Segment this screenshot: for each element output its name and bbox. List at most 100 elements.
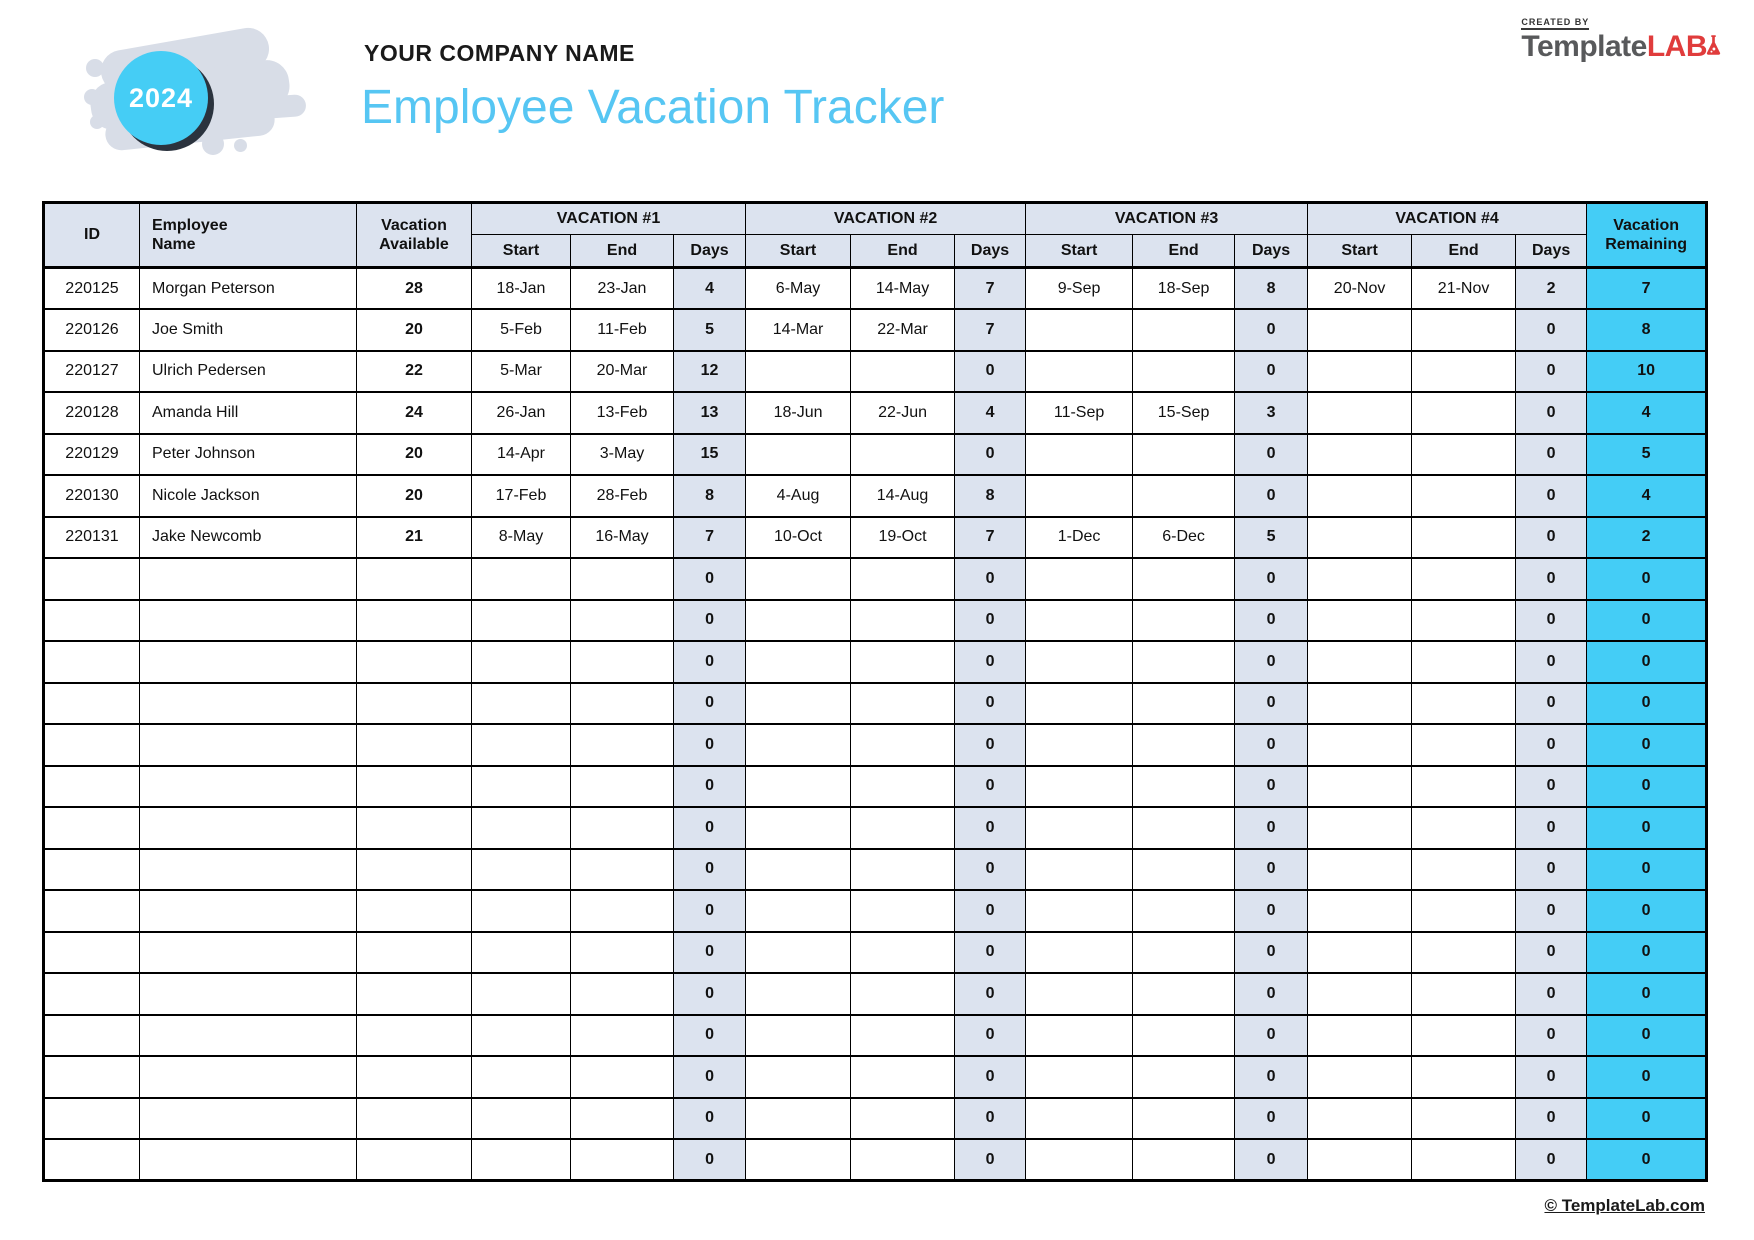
cell-v2-end <box>850 1014 956 1057</box>
header-employee-name: Employee Name <box>139 202 357 269</box>
cell-vacation-remaining: 8 <box>1586 308 1708 352</box>
header-vacation-1: VACATION #1 <box>470 202 747 235</box>
header-vacation-4: VACATION #4 <box>1307 202 1588 235</box>
page-title: Employee Vacation Tracker <box>361 81 945 134</box>
flask-icon <box>1706 35 1721 55</box>
cell-v4-end <box>1411 972 1517 1016</box>
cell-v1-days: 4 <box>672 267 747 310</box>
cell-v4-end <box>1411 931 1517 974</box>
cell-v3-end <box>1132 972 1236 1016</box>
cell-v1-start <box>471 889 571 933</box>
header-v2-start: Start <box>745 234 852 269</box>
cell-vacation-remaining: 0 <box>1586 889 1708 933</box>
cell-v4-end <box>1411 806 1517 850</box>
cell-v1-start <box>471 806 571 850</box>
cell-v3-end <box>1132 474 1236 518</box>
cell-v2-start: 18-Jun <box>745 391 852 435</box>
cell-v2-end <box>850 972 956 1016</box>
cell-v4-start <box>1307 474 1413 518</box>
brand-lab-text: LAB <box>1647 30 1721 63</box>
cell-id: 220130 <box>43 474 140 518</box>
cell-v1-days: 13 <box>672 391 747 435</box>
cell-v2-start <box>745 433 852 476</box>
cell-v4-start <box>1307 640 1413 684</box>
cell-v2-days: 0 <box>954 433 1027 476</box>
cell-v1-end <box>570 599 674 642</box>
cell-v1-start <box>471 765 571 808</box>
cell-v3-end <box>1132 1014 1236 1057</box>
cell-v4-end <box>1411 516 1517 559</box>
cell-v3-start <box>1025 972 1134 1016</box>
cell-v1-days: 8 <box>672 474 747 518</box>
cell-employee-name <box>139 599 357 642</box>
cell-v1-end <box>570 640 674 684</box>
cell-v2-start <box>745 557 852 601</box>
cell-v2-start <box>745 806 852 850</box>
cell-v2-days: 0 <box>954 889 1027 933</box>
cell-v2-days: 4 <box>954 391 1027 435</box>
header-sub-row: Start End Days Start End Days Start End … <box>44 234 1707 269</box>
cell-v4-start <box>1307 516 1413 559</box>
cell-v2-days: 0 <box>954 640 1027 684</box>
cell-vacation-remaining: 10 <box>1586 350 1708 393</box>
templatelab-credit-link[interactable]: © TemplateLab.com <box>1544 1196 1705 1215</box>
cell-employee-name <box>139 765 357 808</box>
cell-v4-days: 2 <box>1515 267 1588 310</box>
cell-v3-end <box>1132 1097 1236 1140</box>
cell-employee-name <box>139 640 357 684</box>
cell-vacation-remaining: 7 <box>1586 267 1708 310</box>
cell-v4-start <box>1307 806 1413 850</box>
company-name: YOUR COMPANY NAME <box>364 40 635 66</box>
cell-v3-end <box>1132 308 1236 352</box>
cell-id <box>43 931 140 974</box>
cell-vacation-available: 20 <box>356 474 472 518</box>
cell-v3-end: 15-Sep <box>1132 391 1236 435</box>
cell-v2-start <box>745 1014 852 1057</box>
cell-v4-days: 0 <box>1515 723 1588 767</box>
cell-v3-start <box>1025 474 1134 518</box>
cell-employee-name: Ulrich Pedersen <box>139 350 357 393</box>
header-v4-start: Start <box>1307 234 1413 269</box>
cell-v2-days: 8 <box>954 474 1027 518</box>
cell-id <box>43 806 140 850</box>
cell-vacation-available <box>356 1097 472 1140</box>
cell-v4-start <box>1307 350 1413 393</box>
created-by-label: CREATED BY <box>1521 17 1590 30</box>
logo-dot <box>86 59 104 77</box>
cell-id <box>43 557 140 601</box>
cell-v1-start: 5-Feb <box>471 308 571 352</box>
cell-id <box>43 723 140 767</box>
cell-v4-days: 0 <box>1515 1055 1588 1099</box>
cell-v4-end <box>1411 599 1517 642</box>
cell-v1-start <box>471 972 571 1016</box>
cell-v3-end <box>1132 765 1236 808</box>
cell-v1-end <box>570 765 674 808</box>
cell-v1-start <box>471 682 571 725</box>
cell-v1-end <box>570 557 674 601</box>
cell-v1-start: 14-Apr <box>471 433 571 476</box>
cell-vacation-available <box>356 1014 472 1057</box>
cell-v2-end: 22-Jun <box>850 391 956 435</box>
cell-v2-days: 0 <box>954 1138 1027 1182</box>
header-group-row: ID Employee Name Vacation Available VACA… <box>43 202 1708 269</box>
cell-v2-days: 0 <box>954 599 1027 642</box>
cell-v2-end <box>850 1097 956 1140</box>
table-row: 220125 Morgan Peterson 28 18-Jan 23-Jan 4 6-Ma… <box>43 267 1708 310</box>
header-vacation-2: VACATION #2 <box>745 202 1027 235</box>
cell-v4-start <box>1307 1138 1413 1182</box>
cell-v2-end <box>850 889 956 933</box>
cell-v2-end: 14-May <box>850 267 956 310</box>
cell-v3-start <box>1025 806 1134 850</box>
logo-dot <box>90 115 104 129</box>
cell-v2-end <box>850 1138 956 1182</box>
cell-employee-name: Nicole Jackson <box>139 474 357 518</box>
cell-v2-start: 4-Aug <box>745 474 852 518</box>
cell-v4-end <box>1411 1138 1517 1182</box>
cell-v2-end: 14-Aug <box>850 474 956 518</box>
cell-employee-name <box>139 848 357 891</box>
cell-v4-days: 0 <box>1515 848 1588 891</box>
